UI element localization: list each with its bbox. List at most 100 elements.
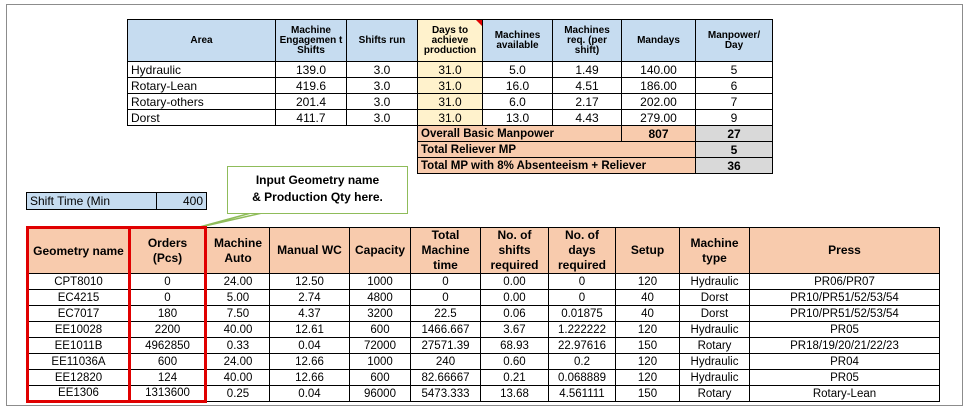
cell-press[interactable]: PR05 [749, 369, 940, 386]
cell-capacity[interactable]: 4800 [349, 289, 411, 306]
cell[interactable]: 3.0 [346, 77, 418, 94]
label-total-mp-absenteeism[interactable]: Total MP with 8% Absenteeism + Reliever [417, 157, 696, 174]
cell-capacity[interactable]: 1000 [349, 273, 411, 290]
cell-total-machine-time[interactable]: 1466.667 [410, 321, 481, 338]
cell-manual-wc[interactable]: 2.74 [269, 289, 350, 306]
cell[interactable]: 3.0 [346, 109, 418, 126]
cell-days-required[interactable]: 4.561111 [548, 385, 616, 402]
cell-geometry-name[interactable]: EE12820 [26, 369, 131, 386]
cell[interactable]: 202.00 [621, 93, 696, 110]
cell-shifts-required[interactable]: 13.68 [480, 385, 549, 402]
cell-days-required[interactable]: 0 [548, 273, 616, 290]
cell-machine-type[interactable]: Dorst [679, 289, 750, 306]
cell-manual-wc[interactable]: 12.61 [269, 321, 350, 338]
cell-setup[interactable]: 40 [615, 305, 680, 322]
cell-geometry-name[interactable]: EC4215 [26, 289, 131, 306]
cell-shifts-required[interactable]: 0.00 [480, 273, 549, 290]
cell[interactable]: 1.49 [552, 61, 622, 78]
cell[interactable]: 279.00 [621, 109, 696, 126]
cell-orders[interactable]: 124 [128, 369, 207, 386]
cell-machine-type[interactable]: Hydraulic [679, 321, 750, 338]
cell-manual-wc[interactable]: 0.04 [269, 385, 350, 402]
cell-capacity[interactable]: 600 [349, 369, 411, 386]
value-reliever-mp[interactable]: 5 [695, 141, 773, 158]
cell-shifts-required[interactable]: 0.06 [480, 305, 549, 322]
cell-manual-wc[interactable]: 12.50 [269, 273, 350, 290]
cell-capacity[interactable]: 96000 [349, 385, 411, 402]
shift-time-value[interactable]: 400 [156, 192, 207, 210]
cell-area[interactable]: Rotary-Lean [127, 77, 276, 94]
value-basic-manpower[interactable]: 27 [695, 125, 773, 142]
cell-press[interactable]: Rotary-Lean [749, 385, 940, 402]
cell-machine-type[interactable]: Hydraulic [679, 273, 750, 290]
cell[interactable]: 3.0 [346, 93, 418, 110]
cell-input-days[interactable]: 31.0 [417, 109, 483, 126]
value-total-mandays[interactable]: 807 [621, 125, 696, 142]
cell-capacity[interactable]: 3200 [349, 305, 411, 322]
cell-machine-auto[interactable]: 5.00 [205, 289, 270, 306]
cell[interactable]: 16.0 [482, 77, 553, 94]
cell-machine-auto[interactable]: 40.00 [205, 369, 270, 386]
cell[interactable]: 140.00 [621, 61, 696, 78]
cell-shifts-required[interactable]: 0.60 [480, 353, 549, 370]
cell-total-machine-time[interactable]: 22.5 [410, 305, 481, 322]
cell-total-machine-time[interactable]: 82.66667 [410, 369, 481, 386]
cell-capacity[interactable]: 1000 [349, 353, 411, 370]
cell-setup[interactable]: 120 [615, 353, 680, 370]
cell-orders[interactable]: 2200 [128, 321, 207, 338]
cell-geometry-name[interactable]: EC7017 [26, 305, 131, 322]
cell[interactable]: 139.0 [275, 61, 347, 78]
cell-setup[interactable]: 150 [615, 385, 680, 402]
cell[interactable]: 411.7 [275, 109, 347, 126]
cell-days-required[interactable]: 1.222222 [548, 321, 616, 338]
cell-machine-type[interactable]: Dorst [679, 305, 750, 322]
cell[interactable]: 186.00 [621, 77, 696, 94]
cell-geometry-name[interactable]: EE1306 [26, 385, 131, 403]
cell-geometry-name[interactable]: EE10028 [26, 321, 131, 338]
cell-geometry-name[interactable]: EE11036A [26, 353, 131, 370]
cell[interactable]: 2.17 [552, 93, 622, 110]
cell-days-required[interactable]: 0.01875 [548, 305, 616, 322]
cell-input-days[interactable]: 31.0 [417, 61, 483, 78]
cell-total-machine-time[interactable]: 5473.333 [410, 385, 481, 402]
cell-setup[interactable]: 120 [615, 273, 680, 290]
cell[interactable]: 201.4 [275, 93, 347, 110]
cell[interactable]: 4.51 [552, 77, 622, 94]
cell-area[interactable]: Rotary-others [127, 93, 276, 110]
cell-press[interactable]: PR05 [749, 321, 940, 338]
cell[interactable]: 13.0 [482, 109, 553, 126]
cell-shifts-required[interactable]: 68.93 [480, 337, 549, 354]
cell[interactable]: 6.0 [482, 93, 553, 110]
cell[interactable]: 6 [695, 77, 773, 94]
cell-days-required[interactable]: 0 [548, 289, 616, 306]
cell-geometry-name[interactable]: EE1011B [26, 337, 131, 354]
cell-machine-type[interactable]: Rotary [679, 337, 750, 354]
cell-machine-auto[interactable]: 7.50 [205, 305, 270, 322]
cell-setup[interactable]: 120 [615, 321, 680, 338]
cell-manual-wc[interactable]: 0.04 [269, 337, 350, 354]
cell[interactable]: 4.43 [552, 109, 622, 126]
cell-machine-auto[interactable]: 24.00 [205, 273, 270, 290]
cell-press[interactable]: PR10/PR51/52/53/54 [749, 305, 940, 322]
cell-press[interactable]: PR04 [749, 353, 940, 370]
cell-days-required[interactable]: 0.068889 [548, 369, 616, 386]
header-days-to-achieve[interactable]: Days to achieve production [417, 19, 483, 62]
cell-machine-auto[interactable]: 0.33 [205, 337, 270, 354]
cell-manual-wc[interactable]: 12.66 [269, 353, 350, 370]
cell-machine-auto[interactable]: 0.25 [205, 385, 270, 402]
cell-machine-auto[interactable]: 40.00 [205, 321, 270, 338]
cell-total-machine-time[interactable]: 240 [410, 353, 481, 370]
value-total-mp[interactable]: 36 [695, 157, 773, 174]
cell-shifts-required[interactable]: 0.00 [480, 289, 549, 306]
cell-machine-type[interactable]: Rotary [679, 385, 750, 402]
cell-press[interactable]: PR10/PR51/52/53/54 [749, 289, 940, 306]
cell-capacity[interactable]: 72000 [349, 337, 411, 354]
cell-geometry-name[interactable]: CPT8010 [26, 273, 131, 290]
cell[interactable]: 9 [695, 109, 773, 126]
cell-orders[interactable]: 0 [128, 289, 207, 306]
cell-total-machine-time[interactable]: 27571.39 [410, 337, 481, 354]
cell-orders[interactable]: 0 [128, 273, 207, 290]
cell-total-machine-time[interactable]: 0 [410, 273, 481, 290]
cell-machine-type[interactable]: Hydraulic [679, 369, 750, 386]
cell-orders[interactable]: 180 [128, 305, 207, 322]
